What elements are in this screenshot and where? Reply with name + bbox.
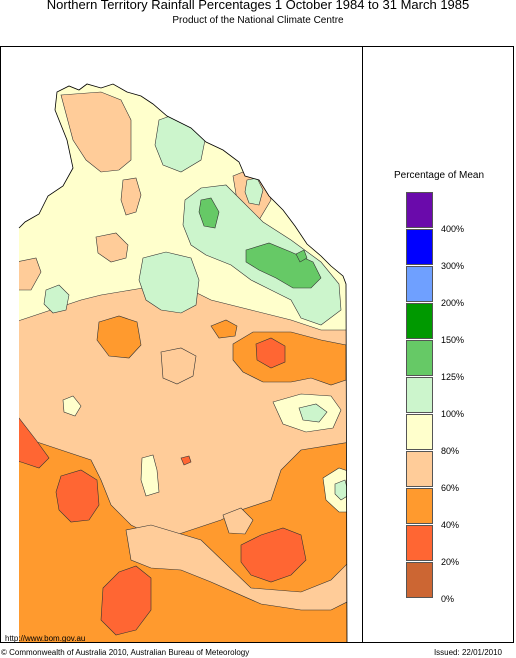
legend-title: Percentage of Mean <box>393 170 485 181</box>
legend-tick-label: 125% <box>441 372 465 382</box>
legend-tick-label: 0% <box>441 594 455 604</box>
footer-copyright: © Commonwealth of Australia 2010, Austra… <box>1 648 250 657</box>
legend-swatch <box>406 488 433 524</box>
legend-tick-label: 400% <box>441 224 465 234</box>
legend-swatch <box>406 229 433 265</box>
legend-swatch <box>406 303 433 339</box>
legend-tick-label: 150% <box>441 335 465 345</box>
nt-coastline <box>18 83 348 642</box>
legend-swatch <box>406 266 433 302</box>
legend-swatch <box>406 414 433 450</box>
legend-swatch <box>406 340 433 376</box>
map-frame <box>0 46 514 643</box>
legend-swatch <box>406 525 433 561</box>
legend-tick-label: 100% <box>441 409 465 419</box>
nt-territory <box>19 84 347 642</box>
rainfall-map <box>1 47 362 642</box>
map-subtitle: Product of the National Climate Centre <box>172 15 344 26</box>
legend-tick-label: 20% <box>441 557 460 567</box>
frame-divider <box>362 46 363 643</box>
footer-issued: Issued: 22/01/2010 <box>433 648 502 657</box>
map-title: Northern Territory Rainfall Percentages … <box>46 0 470 12</box>
legend-swatch <box>406 377 433 413</box>
legend-swatch <box>406 192 433 228</box>
legend-colorbar <box>406 192 433 600</box>
legend-swatch <box>406 562 433 598</box>
footer-url: http://www.bom.gov.au <box>5 634 86 643</box>
legend-tick-label: 300% <box>441 261 465 271</box>
legend-tick-label: 80% <box>441 446 460 456</box>
legend-tick-label: 40% <box>441 520 460 530</box>
legend-tick-label: 200% <box>441 298 465 308</box>
legend-swatch <box>406 451 433 487</box>
legend-tick-label: 60% <box>441 483 460 493</box>
